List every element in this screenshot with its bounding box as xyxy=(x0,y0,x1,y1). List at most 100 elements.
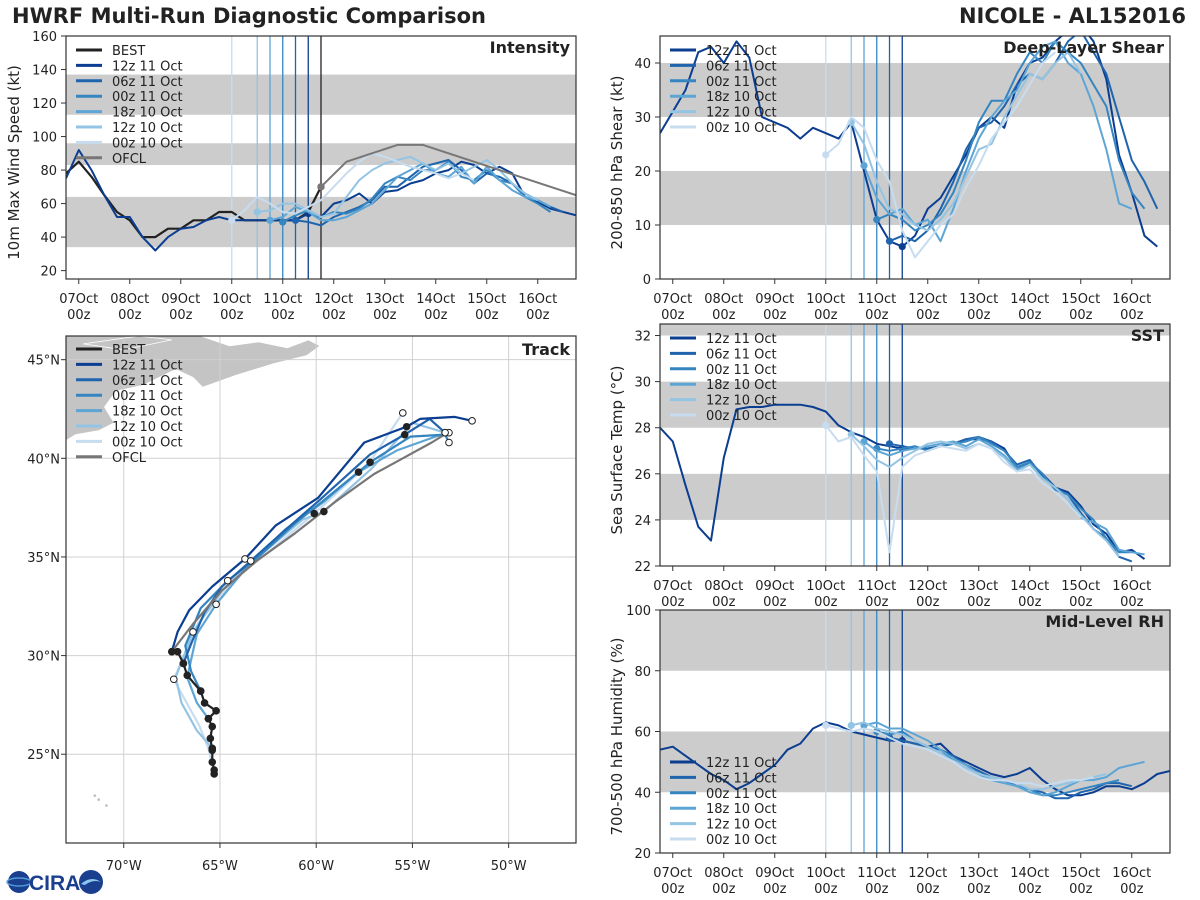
x-tick-label: 08Oct xyxy=(110,292,149,307)
legend-label: 12z 11 Oct xyxy=(706,44,777,59)
legend-label: 00z 10 Oct xyxy=(112,136,183,151)
x-tick-label: 00z xyxy=(1120,882,1144,897)
x-tick-label: 00z xyxy=(916,595,940,610)
y-tick-label: 60 xyxy=(40,198,57,213)
x-tick-label: 10Oct xyxy=(806,579,845,594)
track-position-marker xyxy=(246,557,255,565)
chart-shear: 01020304007Oct00z08Oct00z09Oct00z10Oct00… xyxy=(608,35,1171,323)
x-tick-label: 00z xyxy=(1018,595,1042,610)
legend-label: 12z 11 Oct xyxy=(112,358,183,373)
legend-label: 12z 10 Oct xyxy=(706,106,777,121)
y-tick-label: 140 xyxy=(32,64,57,79)
legend-label: 18z 10 Oct xyxy=(706,802,777,817)
track-line-r00z11 xyxy=(184,433,450,692)
legend-label: 12z 11 Oct xyxy=(706,756,777,771)
x-tick-label: 14Oct xyxy=(1010,579,1049,594)
latitude-label: 30°N xyxy=(27,650,60,665)
x-tick-label: 00z xyxy=(1120,308,1144,323)
track-line-r06z11 xyxy=(182,417,446,664)
x-tick-label: 00z xyxy=(967,595,991,610)
x-tick-label: 13Oct xyxy=(959,292,998,307)
x-tick-label: 12Oct xyxy=(908,292,947,307)
track-position-marker xyxy=(212,707,220,715)
legend-label: 18z 10 Oct xyxy=(112,106,183,121)
x-tick-label: 08Oct xyxy=(704,292,743,307)
x-tick-label: 16Oct xyxy=(1112,579,1151,594)
x-tick-label: 15Oct xyxy=(1061,292,1100,307)
track-position-marker xyxy=(189,628,197,636)
y-tick-label: 22 xyxy=(634,560,651,575)
x-tick-label: 00z xyxy=(1069,308,1093,323)
x-tick-label: 07Oct xyxy=(653,579,692,594)
series-line-r12z11 xyxy=(660,36,1158,248)
series-marker-r12z10 xyxy=(847,431,855,439)
latitude-label: 45°N xyxy=(27,354,60,369)
series-marker-r06z11 xyxy=(885,237,894,245)
legend-label: 12z 11 Oct xyxy=(706,332,777,347)
y-tick-label: 26 xyxy=(634,468,651,483)
series-marker-r00z10 xyxy=(822,421,830,430)
track-position-marker xyxy=(398,409,407,417)
x-tick-label: 00z xyxy=(526,308,550,323)
series-marker-r00z10 xyxy=(822,151,830,159)
cira-logo-mark xyxy=(6,870,103,894)
x-tick-label: 00z xyxy=(865,308,889,323)
series-line-r12z10 xyxy=(851,721,1107,791)
track-position-marker xyxy=(169,675,178,684)
storm-identifier: NICOLE - AL152016 xyxy=(958,4,1186,28)
x-tick-label: 00z xyxy=(763,882,787,897)
x-tick-label: 15Oct xyxy=(467,292,506,307)
plot-frame xyxy=(659,35,1171,280)
track-position-marker xyxy=(445,438,453,447)
legend-label: 00z 11 Oct xyxy=(112,389,183,404)
map-frame xyxy=(65,335,577,844)
longitude-label: 55°W xyxy=(394,859,430,874)
panel-title: Intensity xyxy=(490,38,571,57)
series-marker-ofcl xyxy=(317,183,325,191)
reference-band xyxy=(660,473,1170,520)
x-tick-label: 15Oct xyxy=(1061,866,1100,881)
chart-intensity: 2040608010012014016007Oct00z08Oct00z09Oc… xyxy=(5,30,577,323)
y-tick-label: 40 xyxy=(40,231,57,246)
plot-area xyxy=(660,324,1170,566)
series-line-r00z10 xyxy=(825,51,1056,259)
track-position-marker xyxy=(320,507,328,516)
x-tick-label: 14Oct xyxy=(1010,866,1049,881)
x-tick-label: 13Oct xyxy=(959,579,998,594)
x-tick-label: 00z xyxy=(763,308,787,323)
legend-label: BEST xyxy=(112,343,145,358)
reference-band xyxy=(660,171,1170,225)
series-marker-r06z11 xyxy=(885,440,894,448)
panel-title: Mid-Level RH xyxy=(1045,612,1164,631)
track-position-marker xyxy=(183,671,192,680)
y-axis-label: 200-850 hPa Shear (kt) xyxy=(608,76,626,250)
x-tick-label: 00z xyxy=(712,308,736,323)
y-tick-label: 60 xyxy=(634,726,651,741)
x-tick-label: 00z xyxy=(916,308,940,323)
track-position-marker xyxy=(168,647,176,656)
y-tick-label: 120 xyxy=(32,97,57,112)
y-axis-label: 10m Max Wind Speed (kt) xyxy=(5,65,23,260)
x-tick-label: 08Oct xyxy=(704,579,743,594)
x-tick-label: 16Oct xyxy=(1112,866,1151,881)
x-tick-label: 09Oct xyxy=(755,292,794,307)
x-tick-label: 00z xyxy=(967,308,991,323)
legend-label: 18z 10 Oct xyxy=(112,405,183,420)
legend-label: 12z 10 Oct xyxy=(112,420,183,435)
x-tick-label: 00z xyxy=(169,308,193,323)
x-tick-label: 11Oct xyxy=(857,866,896,881)
track-position-marker xyxy=(208,722,217,731)
longitude-label: 65°W xyxy=(202,859,238,874)
reference-band xyxy=(660,324,1170,336)
y-axis-label: 700-500 hPa Humidity (%) xyxy=(608,637,626,835)
x-tick-label: 00z xyxy=(475,308,499,323)
series-marker-r12z10 xyxy=(253,208,261,216)
track-position-marker xyxy=(354,468,363,476)
series-marker-r12z11 xyxy=(898,243,906,251)
x-tick-label: 00z xyxy=(1018,882,1042,897)
y-tick-label: 20 xyxy=(40,265,57,280)
legend-label: 00z 11 Oct xyxy=(706,75,777,90)
series-line-r18z10 xyxy=(863,721,1145,797)
y-tick-label: 20 xyxy=(634,847,651,862)
